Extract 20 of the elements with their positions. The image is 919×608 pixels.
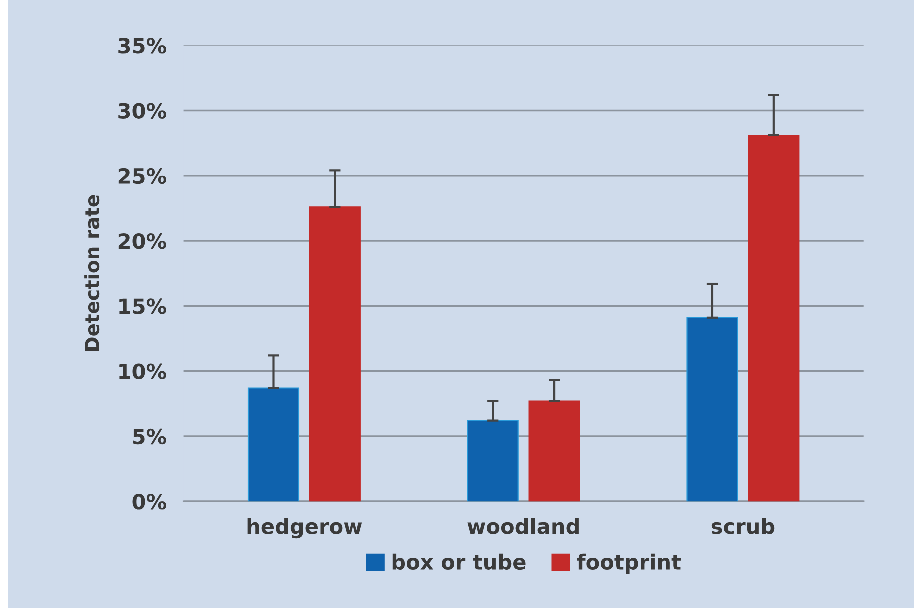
y-tick-label: 20% bbox=[118, 233, 166, 250]
bar bbox=[248, 388, 300, 502]
x-tick-label: woodland bbox=[468, 518, 579, 534]
bar bbox=[528, 400, 580, 502]
y-axis-title: Detection rate bbox=[84, 195, 100, 352]
legend-label: footprint bbox=[577, 554, 682, 574]
y-tick-label: 35% bbox=[118, 38, 166, 54]
bar bbox=[748, 134, 800, 502]
y-tick-label: 25% bbox=[118, 168, 166, 184]
y-tick-label: 15% bbox=[120, 298, 166, 314]
legend-label: box or tube bbox=[392, 554, 526, 570]
bar bbox=[467, 420, 519, 502]
y-tick-label: 0% bbox=[132, 494, 166, 510]
bar bbox=[309, 206, 361, 502]
x-tick-label: hedgerow bbox=[248, 518, 362, 539]
x-tick-label: scrub bbox=[712, 518, 775, 534]
y-tick-label: 5% bbox=[133, 428, 166, 445]
y-tick-label: 30% bbox=[118, 103, 166, 119]
bar bbox=[686, 317, 738, 502]
y-tick-label: 10% bbox=[120, 364, 166, 380]
